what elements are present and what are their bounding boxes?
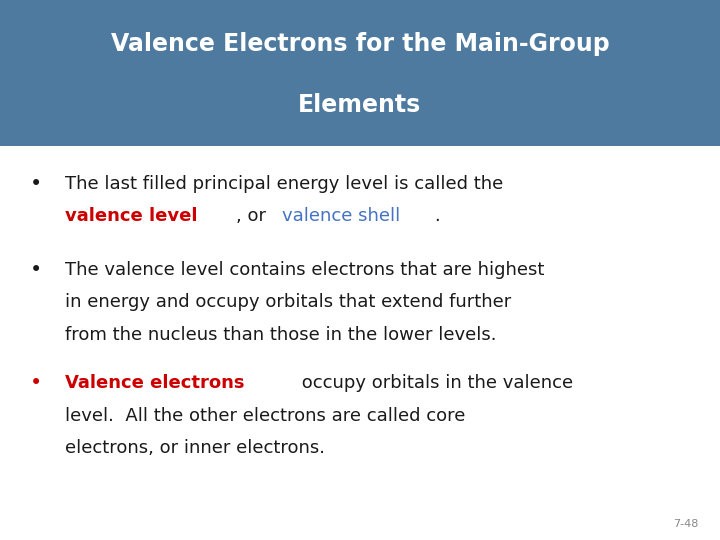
Text: occupy orbitals in the valence: occupy orbitals in the valence <box>297 374 574 393</box>
Text: The valence level contains electrons that are highest: The valence level contains electrons tha… <box>65 261 544 279</box>
Text: valence level: valence level <box>65 207 197 225</box>
Text: in energy and occupy orbitals that extend further: in energy and occupy orbitals that exten… <box>65 293 511 312</box>
Text: Valence electrons: Valence electrons <box>65 374 244 393</box>
FancyBboxPatch shape <box>0 0 720 146</box>
Text: 7-48: 7-48 <box>673 519 698 529</box>
Text: The last filled principal energy level is called the: The last filled principal energy level i… <box>65 174 503 193</box>
Text: •: • <box>30 373 42 394</box>
Text: valence shell: valence shell <box>282 207 400 225</box>
Text: .: . <box>434 207 440 225</box>
Text: , or: , or <box>235 207 271 225</box>
Text: Valence Electrons for the Main-Group: Valence Electrons for the Main-Group <box>111 32 609 56</box>
Text: Elements: Elements <box>298 93 422 117</box>
Text: electrons, or inner electrons.: electrons, or inner electrons. <box>65 439 325 457</box>
Text: •: • <box>30 173 42 194</box>
Text: from the nucleus than those in the lower levels.: from the nucleus than those in the lower… <box>65 326 496 344</box>
Text: •: • <box>30 260 42 280</box>
Text: level.  All the other electrons are called core: level. All the other electrons are calle… <box>65 407 465 425</box>
